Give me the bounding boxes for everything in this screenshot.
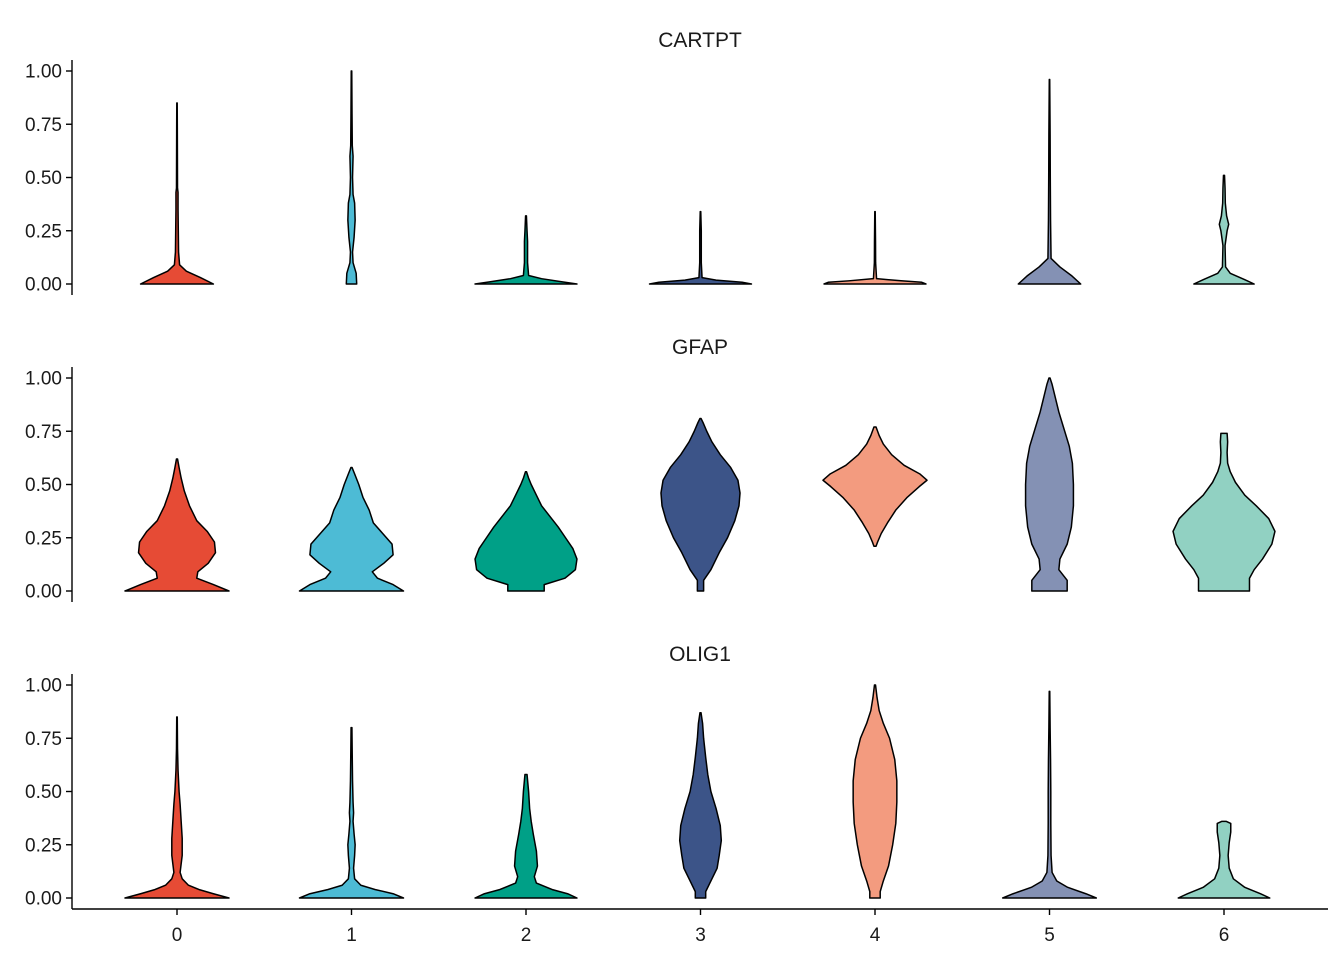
violin-cartpt-cluster-6	[1193, 174, 1255, 285]
x-tick-label: 3	[695, 925, 706, 946]
x-tick-label: 4	[870, 925, 881, 946]
x-tick-label: 0	[172, 925, 183, 946]
violin-olig1-cluster-6	[1177, 820, 1271, 899]
y-tick-label: 1.00	[25, 369, 62, 390]
violin-cartpt-cluster-3	[648, 210, 753, 285]
panel-title: GFAP	[672, 336, 728, 359]
violin-gfap-cluster-3	[660, 417, 741, 592]
panel-title: OLIG1	[669, 643, 731, 666]
violin-olig1-cluster-2	[474, 773, 578, 899]
y-tick-label: 0.75	[25, 729, 62, 750]
y-tick-label: 0.00	[25, 275, 62, 296]
violin-olig1-cluster-4	[852, 684, 898, 899]
x-tick-label: 5	[1044, 925, 1055, 946]
panel-title: CARTPT	[658, 29, 742, 52]
y-tick-label: 0.50	[25, 475, 62, 496]
violin-gfap-cluster-2	[474, 470, 578, 592]
violin-cartpt-cluster-5	[1017, 78, 1082, 285]
panel-gfap: GFAP 0.00 0.25 0.50 0.75 1.00	[25, 336, 1276, 603]
violin-gfap-cluster-1	[298, 466, 405, 592]
y-tick-label: 1.00	[25, 62, 62, 83]
violin-olig1-cluster-1	[298, 726, 405, 899]
y-tick-label: 0.50	[25, 168, 62, 189]
violin-cartpt-cluster-1	[345, 70, 358, 285]
y-tick-label: 0.50	[25, 782, 62, 803]
violin-olig1-cluster-0	[124, 716, 230, 899]
violin-gfap-cluster-5	[1024, 377, 1075, 592]
y-tick-label: 0.75	[25, 422, 62, 443]
violin-gfap-cluster-0	[124, 458, 230, 592]
violin-gfap-cluster-4	[822, 426, 928, 548]
violin-gfap-cluster-6	[1172, 432, 1276, 592]
x-tick-label: 6	[1219, 925, 1230, 946]
violin-cartpt-cluster-2	[474, 215, 578, 285]
panel-olig1: OLIG1 0.00 0.25 0.50 0.75 1.00	[25, 643, 1271, 910]
violin-olig1-cluster-3	[678, 711, 723, 899]
y-tick-label: 0.75	[25, 115, 62, 136]
violin-cartpt-cluster-4	[823, 210, 927, 285]
y-tick-label: 0.25	[25, 528, 62, 549]
y-tick-label: 0.00	[25, 582, 62, 603]
y-tick-label: 0.25	[25, 221, 62, 242]
y-tick-label: 1.00	[25, 676, 62, 697]
x-tick-label: 1	[346, 925, 357, 946]
y-tick-label: 0.25	[25, 835, 62, 856]
violin-olig1-cluster-5	[1001, 690, 1098, 899]
x-tick-label: 2	[521, 925, 532, 946]
y-tick-label: 0.00	[25, 889, 62, 910]
panel-cartpt: CARTPT 0.00 0.25 0.50 0.75 1.00	[25, 29, 1255, 296]
violin-cartpt-cluster-0	[139, 102, 215, 285]
